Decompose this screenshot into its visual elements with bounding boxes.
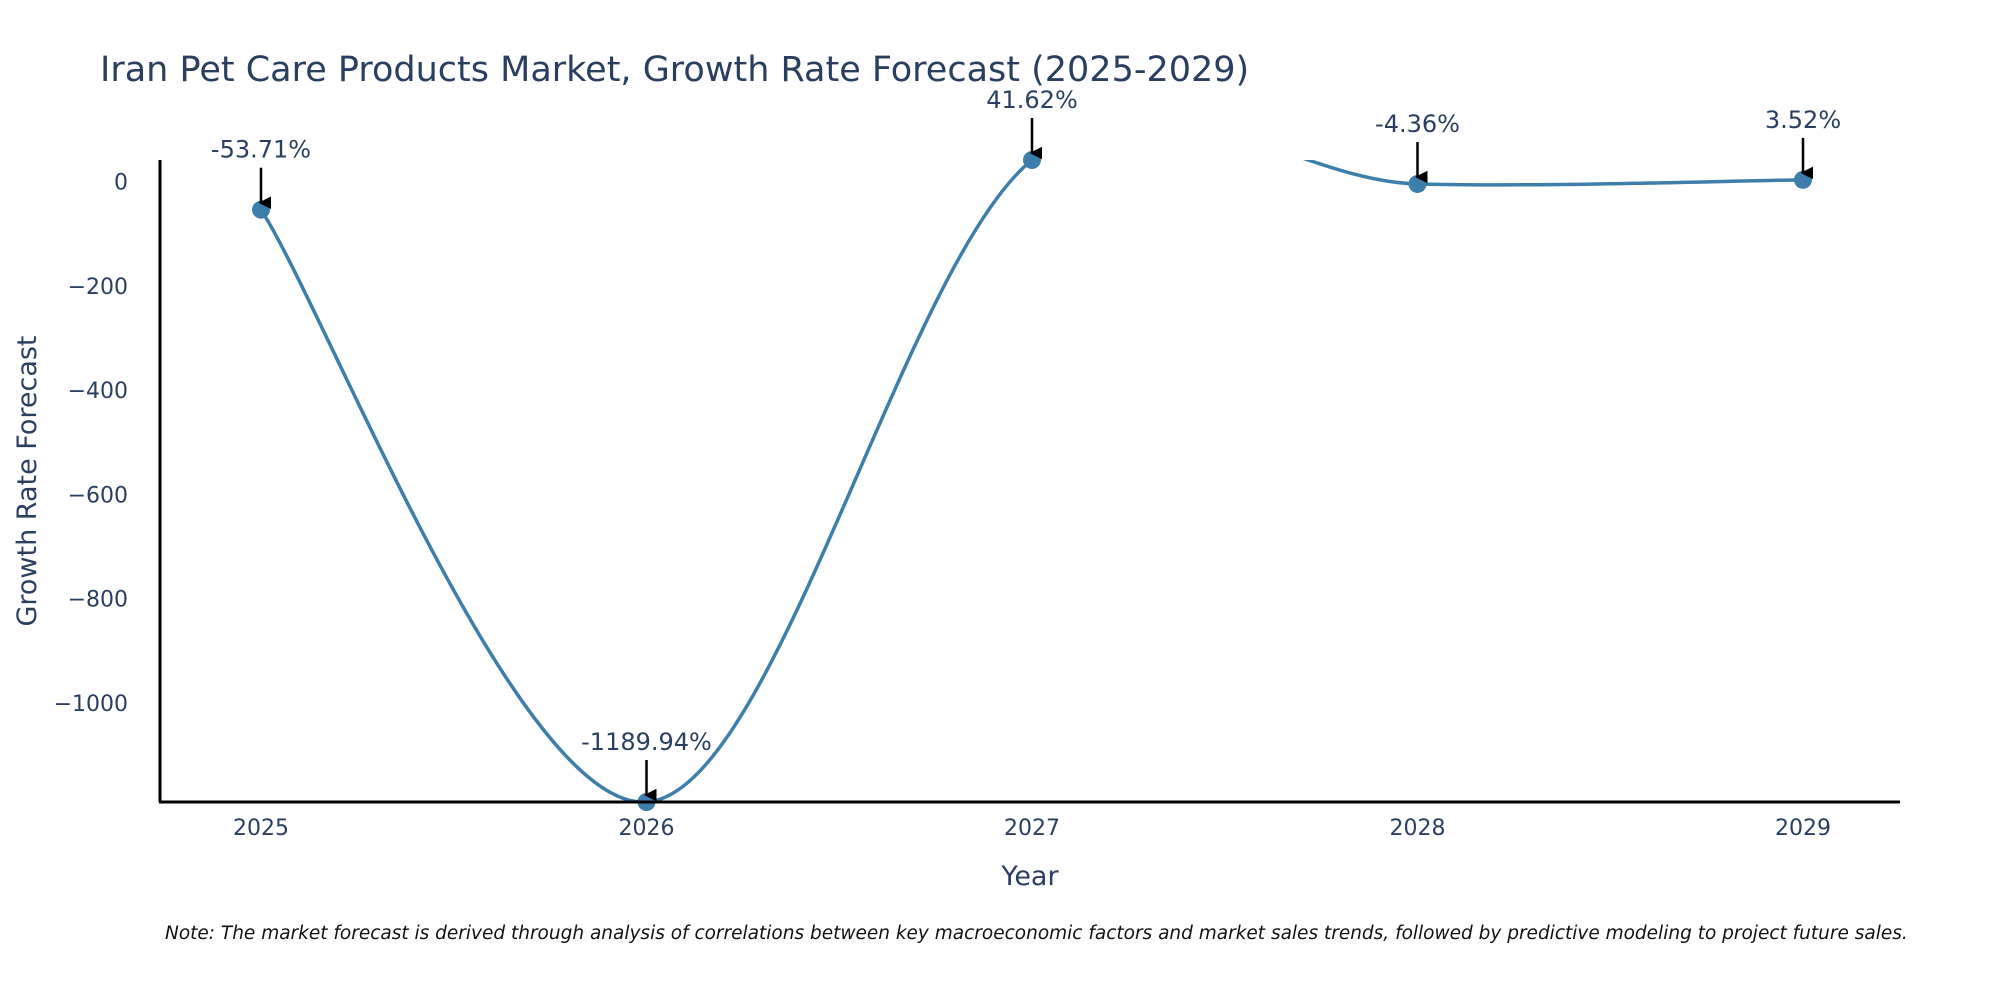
data-point	[1408, 174, 1427, 193]
x-tick-label: 2026	[619, 816, 675, 841]
data-label: -4.36%	[1375, 110, 1460, 138]
data-point	[1023, 151, 1041, 169]
x-tick-label: 2025	[233, 816, 289, 841]
data-point	[252, 200, 270, 219]
data-annotations: -53.71% -1189.94% 41.62% -4.36% 3.52%	[211, 86, 1841, 802]
x-tick-label: 2028	[1390, 816, 1446, 841]
y-tick-label: −800	[68, 588, 128, 613]
chart-title: Iran Pet Care Products Market, Growth Ra…	[100, 50, 1249, 90]
x-axis-ticks: 2025 2026 2027 2028 2029	[233, 816, 1831, 841]
x-tick-label: 2029	[1775, 816, 1831, 841]
data-label: -53.71%	[211, 136, 311, 164]
data-point	[1794, 170, 1812, 189]
y-axis-ticks: 0 −200 −400 −600 −800 −1000	[54, 171, 128, 717]
data-label: -1189.94%	[581, 728, 712, 756]
y-tick-label: −600	[68, 483, 128, 508]
data-label: 41.62%	[986, 86, 1078, 114]
series-line	[259, 160, 1804, 802]
data-markers	[252, 151, 1812, 811]
footnote: Note: The market forecast is derived thr…	[165, 923, 1908, 944]
data-label: 3.52%	[1765, 106, 1841, 134]
y-tick-label: −400	[68, 379, 128, 404]
y-tick-label: −1000	[54, 692, 128, 717]
x-axis-title: Year	[1000, 861, 1059, 892]
x-tick-label: 2027	[1004, 816, 1060, 841]
y-tick-label: 0	[114, 171, 128, 196]
y-tick-label: −200	[68, 275, 128, 300]
y-axis-title: Growth Rate Forecast	[12, 335, 43, 626]
